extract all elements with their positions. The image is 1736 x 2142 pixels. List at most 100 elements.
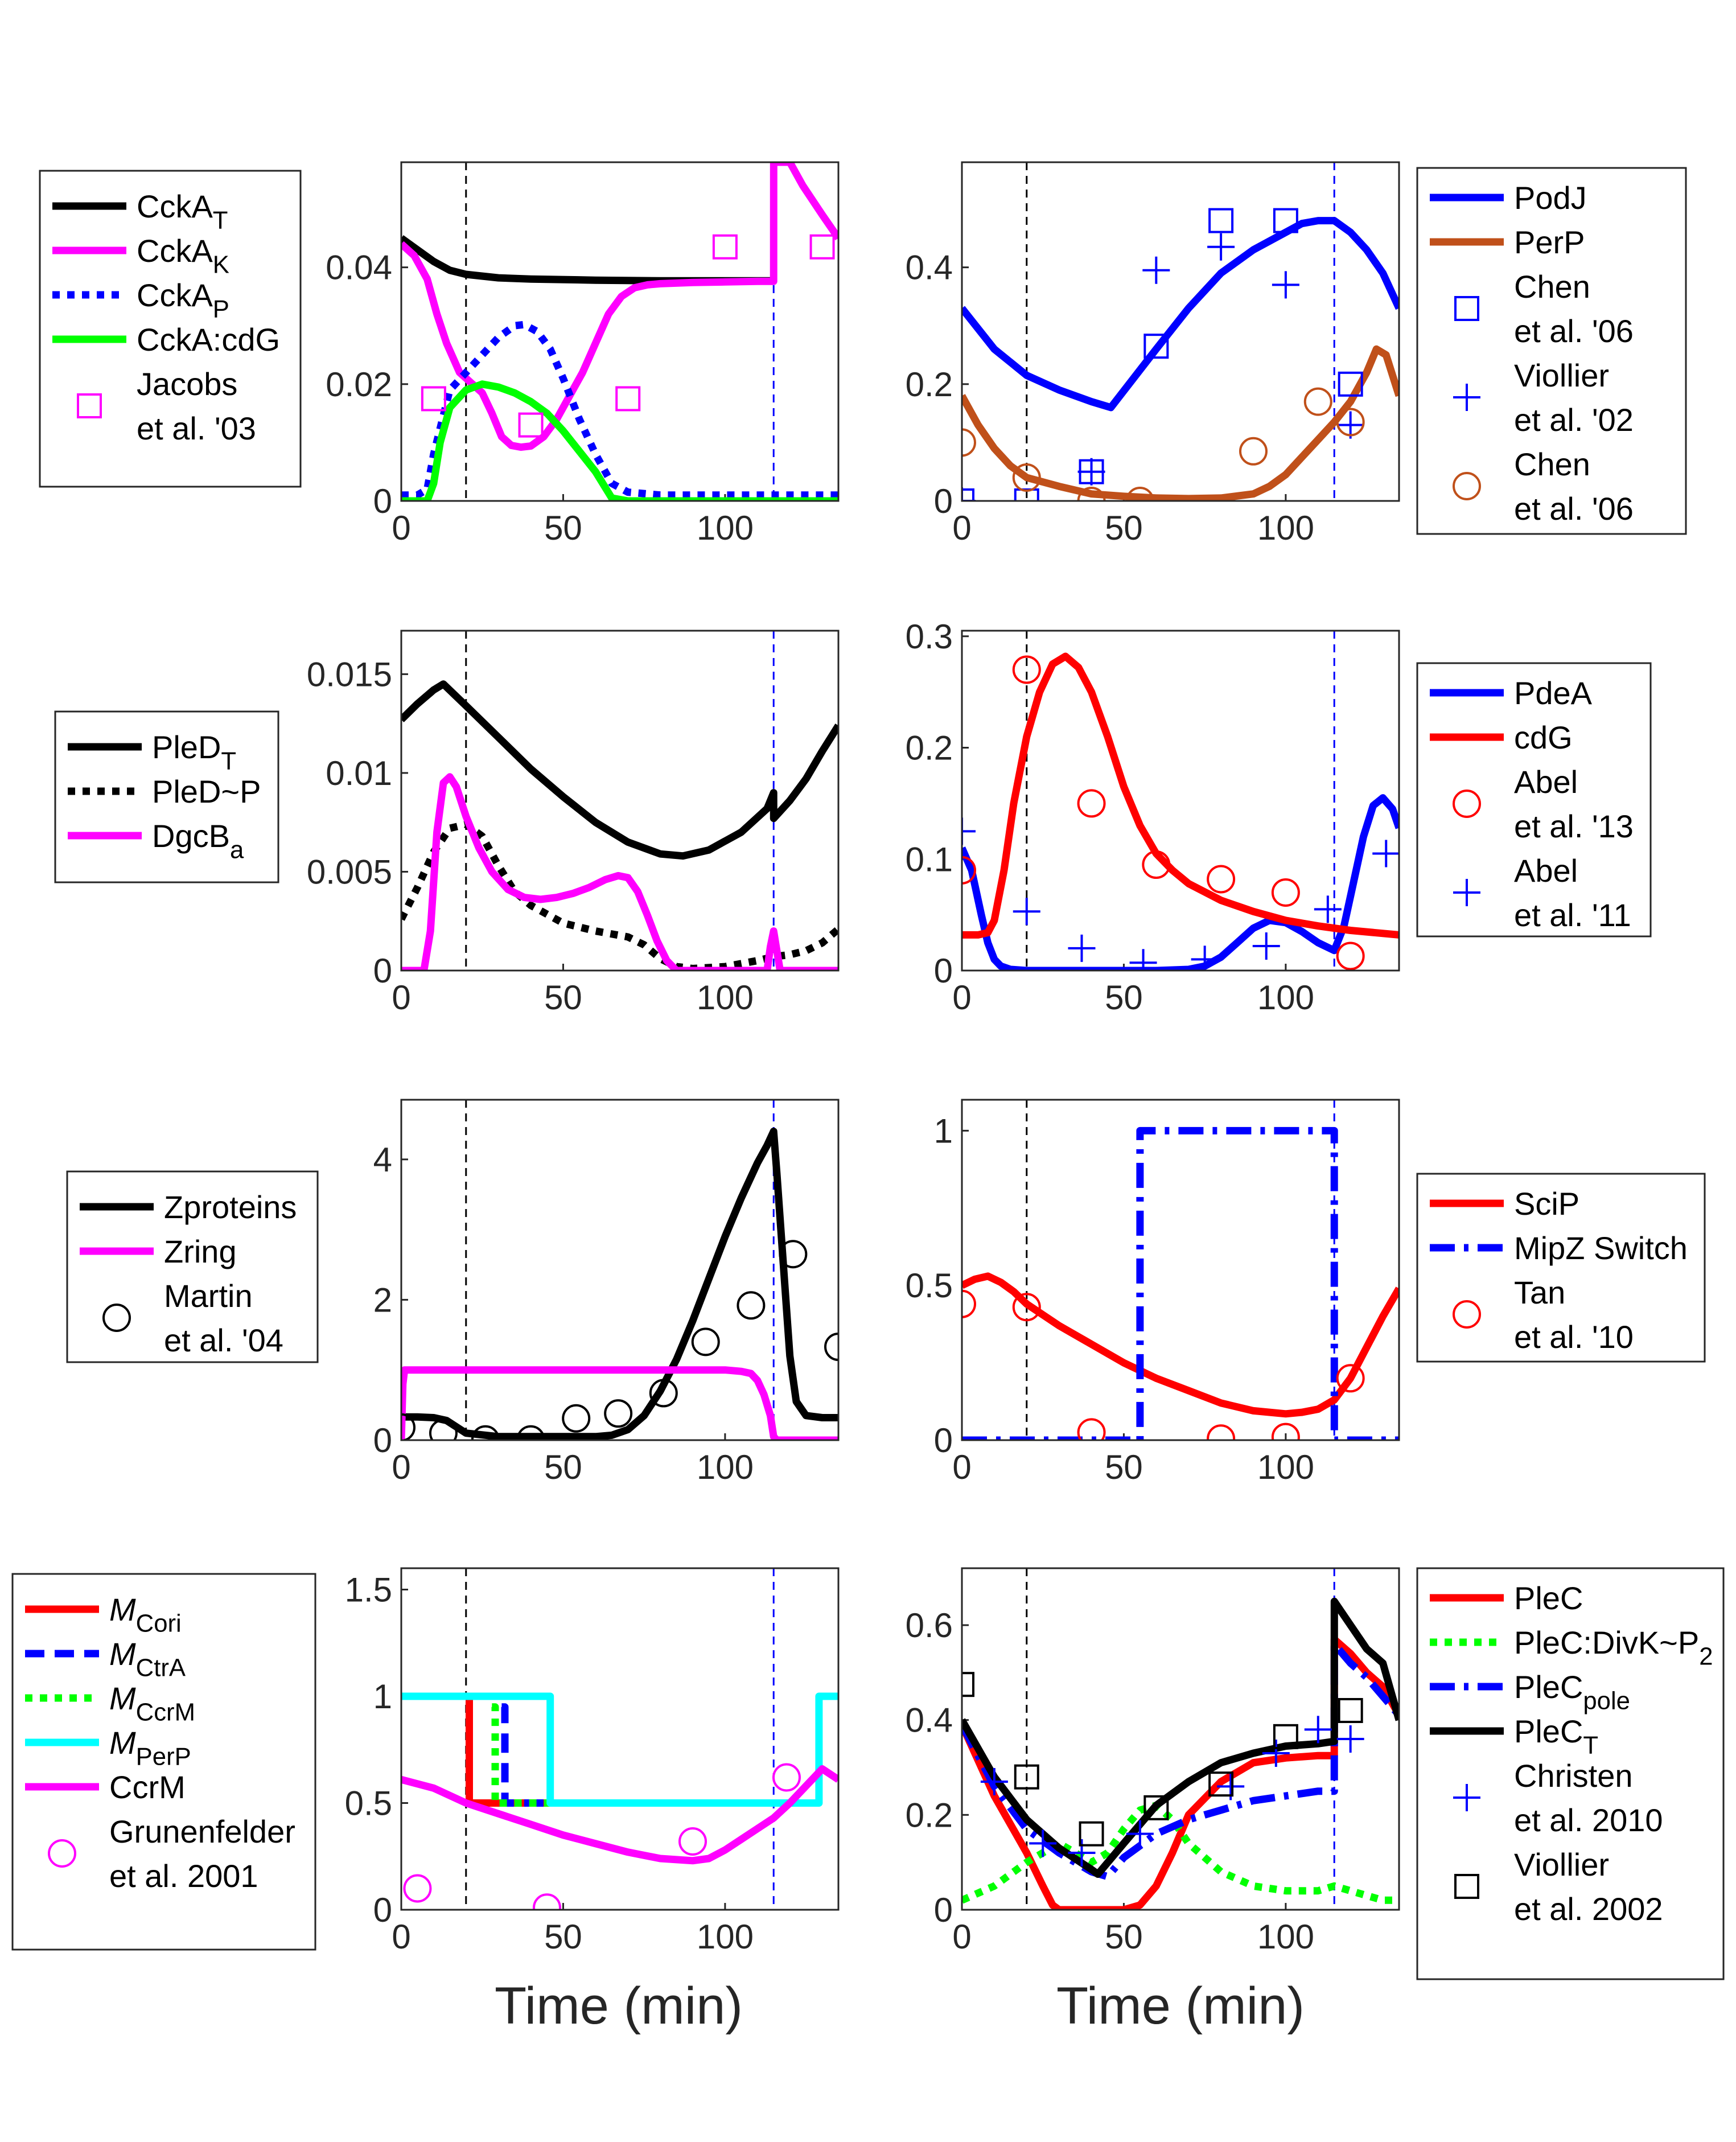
series-line [962,1640,1399,1881]
x-tick-label: 50 [1105,979,1143,1017]
data-point [1077,487,1106,501]
data-point [809,234,835,260]
panels: 0 50 10000.020.04CckATCckAKCckAPCckA:cdGJa… [11,161,1725,1980]
data-point [1336,1725,1364,1753]
y-tick-label: 0 [934,1421,953,1459]
data-point [962,1289,976,1318]
x-tick-label: 0 [392,1918,410,1956]
data-point [1271,1422,1300,1440]
data-point [1262,1740,1290,1767]
legend-label-line2: et al. '06 [1514,313,1634,349]
legend: PodJ PerP Chen et al. '06 Viollier et al. '02… [1416,167,1687,535]
x-tick-label: 50 [1105,1448,1143,1486]
series-line [962,1126,1399,1440]
data-point [1129,949,1157,971]
data-point [772,1763,801,1792]
x-tick-label: 100 [697,1918,754,1956]
x-axis-label-left: Time (min) [495,1977,743,2035]
legend-label: Zring [164,1234,237,1269]
x-tick-label: 50 [544,1448,582,1486]
legend: SciP MipZ Switch Tan et al. '10 [1416,1173,1706,1363]
legend-label: Chen [1514,446,1590,482]
legend-label: CckA:cdG [137,322,280,357]
legend: PdeA cdG Abel et al. '13 Abel et al. '11 [1416,662,1652,938]
data-point [1336,942,1365,971]
legend-label: Viollier [1514,1847,1609,1882]
chart-p7: 0 50 10000.511.5MCoriMCtrAMCcrMMPerPCcrMGr… [11,1567,840,1956]
legend-label-main: DgcB [152,818,230,854]
legend: Zproteins Zring Martin et al. '04 [66,1170,319,1363]
series-line [401,1366,838,1440]
plot-area [962,162,1399,501]
legend-label-main: CcrM [109,1769,186,1805]
chart-p5: 0 50 100 0 2 4 Zproteins Zring Martin et al. '04 [66,1099,840,1486]
data-point [1012,1293,1041,1322]
series-line [401,773,838,971]
legend-label-main: Zproteins [164,1189,297,1225]
axes-box [400,161,840,502]
legend-label-line2: et al. '10 [1514,1319,1634,1355]
y-tick-label: 0.1 [906,840,953,878]
y-tick-label: 0.3 [906,618,953,656]
legend-box [1416,1567,1725,1980]
legend-label: CckAK [137,233,229,279]
data-point [1208,208,1234,233]
data-point [1338,1698,1363,1723]
y-tick-label: 0.4 [906,249,953,287]
x-tick-label: 100 [697,1448,754,1486]
legend-label: MPerP [109,1725,191,1771]
legend-marker [77,393,102,418]
legend-label-main: MipZ Switch [1514,1230,1688,1266]
legend-label-main: Chen [1514,269,1590,305]
data-point [678,1827,707,1856]
legend-marker [48,1839,76,1868]
series-line [501,1703,550,1807]
data-point [1142,256,1170,284]
x-tick-label: 0 [392,1448,410,1486]
legend-label-main: PleD [152,729,221,765]
legend-label-sub: T [1583,1732,1598,1759]
data-point [1207,865,1236,894]
legend-label: CckAP [137,277,229,323]
legend-label-line2: et al. '04 [164,1322,283,1358]
plot-area [962,631,1399,971]
legend-label-main: SciP [1514,1186,1579,1222]
axes-box [961,161,1400,502]
series-line [962,1635,1399,1910]
data-point [403,1874,432,1903]
legend-box [54,710,279,883]
legend-label: CckAT [137,188,228,235]
legend-label-sub: pole [1583,1687,1630,1715]
legend-label-main: M [109,1592,136,1627]
y-tick-label: 0.4 [906,1701,953,1740]
series-line [401,680,838,860]
axes-box [400,1099,840,1441]
axes-box [400,630,840,972]
x-tick-label: 0 [952,979,971,1017]
y-tick-label: 0.5 [906,1267,953,1305]
data-point [1126,1820,1154,1848]
data-point [962,856,976,885]
data-point [1314,895,1342,923]
legend-label-sub: CtrA [136,1654,186,1682]
data-point [649,1379,678,1408]
legend-label-main: M [109,1725,136,1761]
data-point [1304,1716,1332,1744]
series-line [491,1703,550,1807]
legend-label-main: Grunenfelder [109,1814,295,1849]
data-point [1272,271,1299,299]
y-tick-label: 0.2 [906,729,953,767]
legend-label-main: Zring [164,1234,237,1269]
x-tick-label: 100 [1257,509,1314,547]
legend-marker [1453,879,1480,906]
legend-marker [1453,384,1480,411]
series-line [962,1802,1399,1904]
legend-label: Grunenfelder [109,1814,295,1849]
x-tick-label: 0 [952,1448,971,1486]
series-line [401,380,838,501]
x-tick-label: 0 [392,979,410,1017]
series-line [962,1272,1399,1418]
legend-label-sub: P [213,295,229,323]
axes-box [961,1099,1400,1441]
